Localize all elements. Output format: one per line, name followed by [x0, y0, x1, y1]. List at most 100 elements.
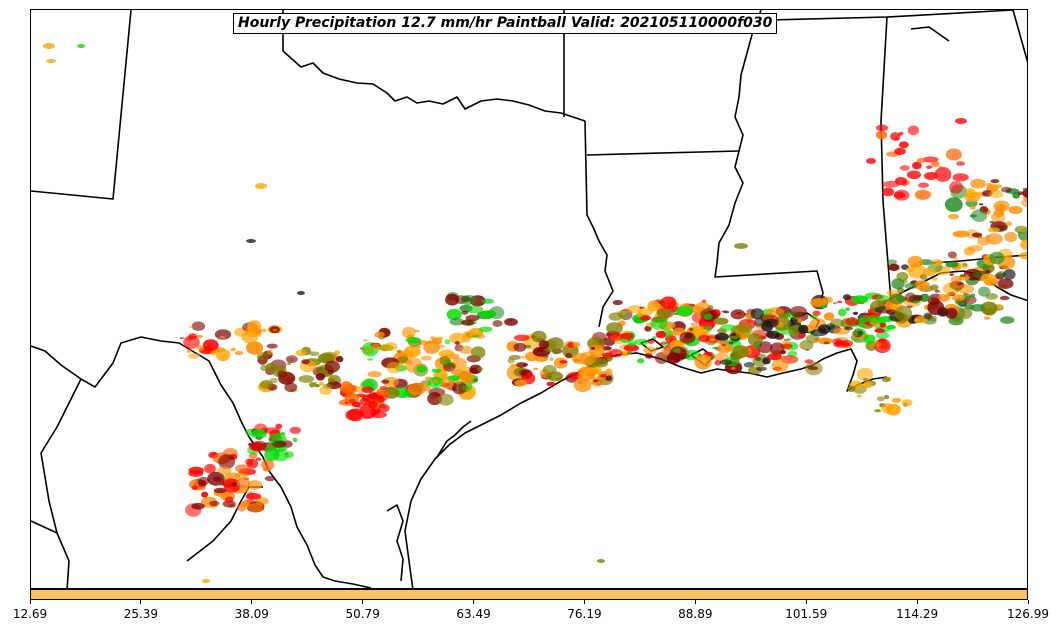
precip-blob	[820, 304, 828, 309]
precip-blob	[721, 310, 728, 313]
precip-blob	[969, 214, 977, 218]
precip-blob	[379, 344, 390, 352]
precip-blob	[875, 130, 888, 140]
precip-blob	[856, 394, 863, 398]
precip-blob	[256, 332, 262, 338]
precip-blob	[376, 390, 389, 396]
precip-blob	[344, 401, 349, 405]
precip-blob	[875, 124, 889, 132]
precip-blob	[894, 147, 906, 155]
precip-blob	[944, 294, 951, 298]
precip-blob	[753, 317, 765, 327]
colorbar-tick-label: 50.79	[345, 607, 380, 621]
precip-blob	[780, 343, 793, 349]
precip-blob	[198, 476, 210, 486]
precip-blob	[912, 161, 922, 170]
precip-blob	[660, 296, 677, 309]
precip-blob	[807, 366, 819, 371]
precip-blob	[876, 332, 890, 339]
precip-blob	[245, 493, 262, 500]
precip-blob	[314, 383, 320, 388]
precip-blob	[261, 328, 267, 333]
precip-blob	[572, 341, 581, 348]
precip-blob	[945, 148, 963, 161]
precip-blob	[914, 189, 932, 200]
precip-blob	[918, 182, 929, 188]
precip-blob	[344, 392, 360, 404]
precip-blob	[549, 357, 554, 361]
precip-blob	[728, 341, 734, 345]
precip-blob	[986, 233, 1003, 245]
precip-blob	[1017, 226, 1027, 233]
precip-blob	[437, 393, 454, 406]
precip-blob	[261, 458, 275, 471]
precip-blob	[847, 385, 856, 392]
precip-blob	[191, 485, 198, 491]
precip-blob	[714, 332, 730, 341]
precip-blob	[655, 330, 666, 339]
precip-blob	[514, 379, 527, 387]
precip-blob	[255, 457, 262, 461]
precip-blob	[477, 367, 484, 371]
precip-blob	[272, 328, 278, 332]
precip-blob	[582, 367, 590, 373]
precip-blob	[872, 341, 882, 348]
precip-blob	[265, 362, 277, 372]
precip-blob	[454, 341, 460, 345]
precip-blob	[186, 349, 191, 353]
precip-blob	[236, 477, 251, 489]
state-border	[910, 26, 950, 42]
precip-blob	[315, 373, 326, 381]
precip-blob	[260, 364, 268, 371]
precip-blob	[532, 367, 539, 370]
colorbar-tick-label: 76.19	[567, 607, 602, 621]
precip-blob	[460, 294, 478, 305]
precip-blob	[750, 308, 764, 320]
precip-blob	[430, 336, 436, 340]
precip-blob	[264, 427, 281, 435]
precip-blob	[985, 269, 991, 274]
precip-blob	[471, 346, 486, 359]
precip-blob	[188, 353, 200, 359]
precip-blob	[518, 369, 528, 376]
precip-blob	[504, 318, 518, 326]
precip-blob	[862, 377, 869, 381]
precip-blob	[179, 337, 184, 340]
precip-blob	[444, 339, 451, 345]
precip-blob	[876, 396, 885, 402]
precip-blob	[438, 349, 455, 358]
precip-blob	[926, 165, 933, 169]
precip-blob	[634, 338, 649, 346]
precip-blob	[896, 295, 907, 303]
precip-blob	[345, 409, 362, 421]
precip-blob	[376, 397, 386, 402]
precip-blob	[191, 321, 206, 332]
precip-blob	[859, 301, 865, 305]
precip-blob	[590, 347, 595, 350]
precip-blob	[979, 203, 984, 206]
precip-blob	[885, 324, 896, 330]
precip-blob	[990, 179, 1000, 184]
precip-blob	[1008, 205, 1023, 215]
precip-blob	[881, 187, 895, 197]
precip-blob	[930, 284, 939, 291]
precip-blob	[720, 324, 737, 331]
precip-blob	[531, 330, 547, 343]
precip-blob	[627, 342, 637, 347]
precip-blob	[856, 367, 874, 382]
precip-blob	[516, 362, 528, 368]
rio-grande	[31, 336, 372, 588]
colorbar-tick	[251, 600, 253, 604]
precip-blob	[906, 170, 922, 180]
precip-blob	[605, 368, 613, 375]
precip-blob	[606, 322, 623, 335]
colorbar-tick-label: 114.29	[896, 607, 939, 621]
precip-blob	[916, 157, 926, 164]
precip-blob	[666, 352, 681, 364]
precip-blob	[400, 352, 407, 358]
precip-blob	[823, 312, 835, 321]
precip-blob	[922, 267, 937, 277]
precip-blob	[627, 338, 631, 342]
precip-blob	[565, 353, 572, 359]
precip-blob	[967, 245, 983, 252]
